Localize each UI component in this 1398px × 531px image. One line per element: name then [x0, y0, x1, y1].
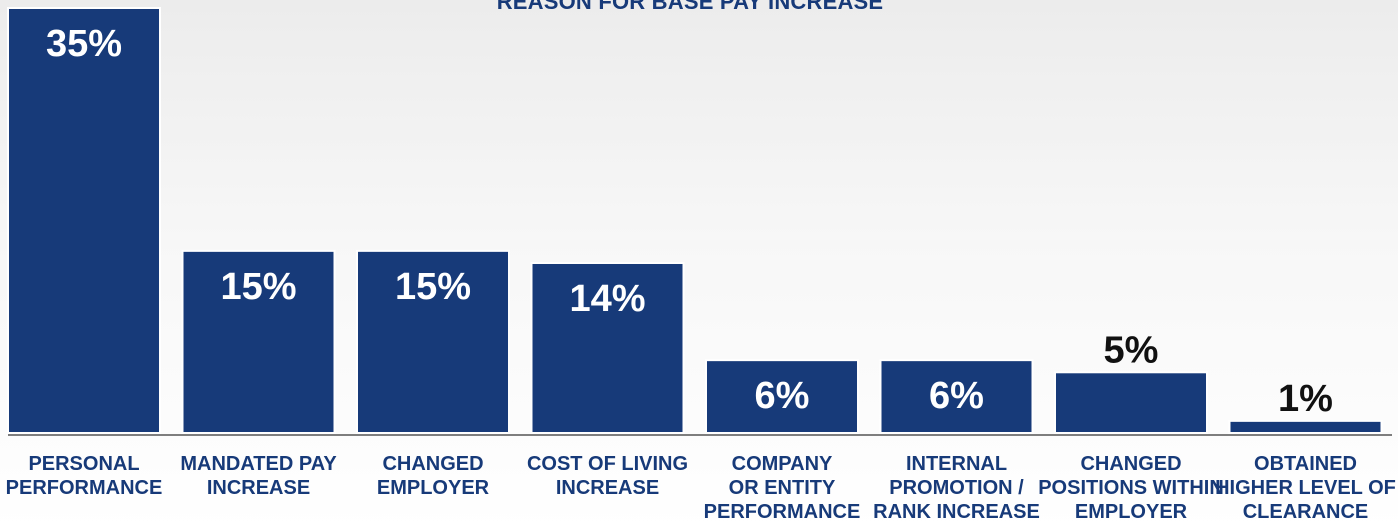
value-label-7: 5%: [1104, 329, 1159, 371]
value-label-2: 15%: [220, 266, 296, 308]
value-label-4: 14%: [569, 278, 645, 320]
category-label-6-line-1: INTERNAL: [906, 453, 1007, 475]
bar-7: [1054, 371, 1208, 434]
category-label-1-line-1: PERSONAL: [28, 453, 139, 475]
category-label-5-line-1: COMPANY: [732, 453, 833, 475]
bar-4: [530, 262, 685, 434]
bar-3: [356, 249, 510, 434]
category-label-1-line-2: PERFORMANCE: [6, 477, 163, 499]
category-label-8-line-1: OBTAINED: [1254, 453, 1357, 475]
category-label-5-line-2: OR ENTITY: [729, 477, 836, 499]
category-label-5-line-3: PERFORMANCE: [704, 501, 861, 523]
category-label-3-line-1: CHANGED: [382, 453, 483, 475]
value-label-5: 6%: [755, 375, 810, 417]
category-label-3-line-2: EMPLOYER: [377, 477, 490, 499]
category-label-2-line-2: INCREASE: [207, 477, 310, 499]
bars-group: [7, 7, 1383, 435]
category-label-4-line-1: COST OF LIVING: [527, 453, 688, 475]
category-label-4-line-2: INCREASE: [556, 477, 659, 499]
value-label-1: 35%: [46, 23, 122, 65]
bar-2: [181, 249, 336, 434]
category-label-8-line-3: CLEARANCE: [1243, 501, 1369, 523]
value-label-6: 6%: [929, 375, 984, 417]
chart-title: REASON FOR BASE PAY INCREASE: [497, 0, 884, 14]
category-label-2-line-1: MANDATED PAY: [180, 453, 337, 475]
bar-5: [705, 359, 859, 434]
value-labels-group: 35% 15% 15% 14% 6% 6% 5% 1%: [46, 23, 1333, 420]
bar-6: [879, 359, 1034, 434]
category-label-7-line-3: EMPLOYER: [1075, 501, 1188, 523]
category-label-8-line-2: HIGHER LEVEL OF: [1215, 477, 1396, 499]
value-label-8: 1%: [1278, 378, 1333, 420]
category-label-6-line-3: RANK INCREASE: [873, 501, 1040, 523]
category-label-6-line-2: PROMOTION /: [889, 477, 1024, 499]
bar-1: [7, 7, 161, 434]
value-label-3: 15%: [395, 266, 471, 308]
category-label-7-line-2: POSITIONS WITHIN: [1038, 477, 1224, 499]
bar-8: [1228, 419, 1383, 435]
category-label-7-line-1: CHANGED: [1080, 453, 1181, 475]
